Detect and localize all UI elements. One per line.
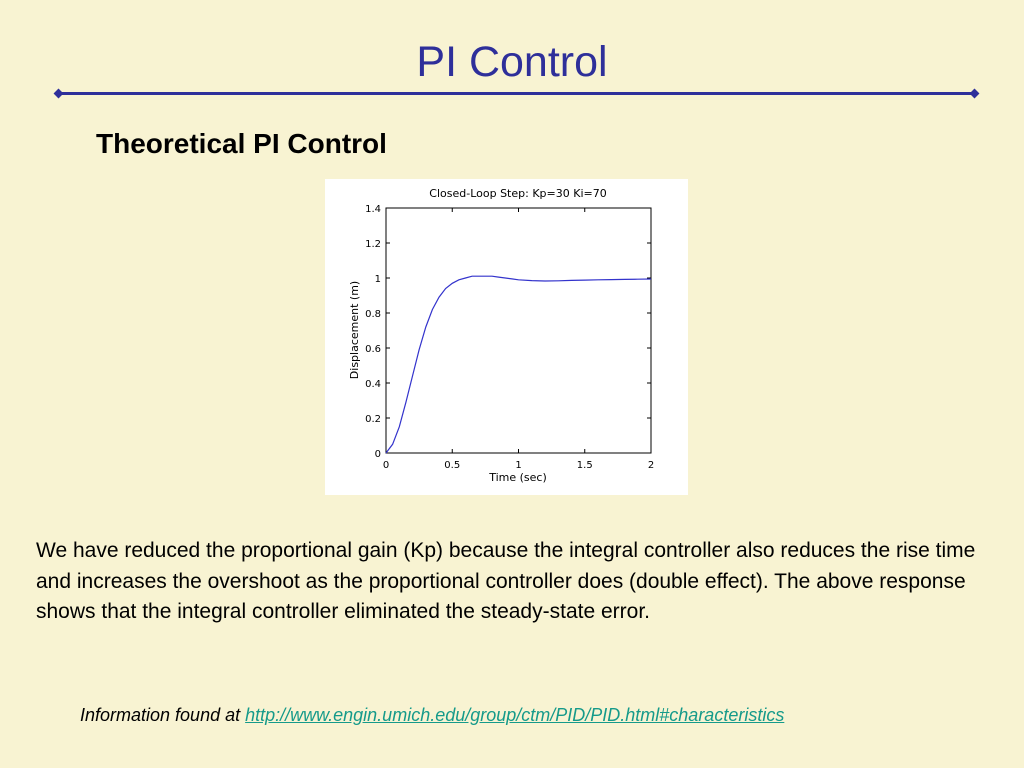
y-tick-label: 0.8 — [365, 309, 381, 320]
y-axis-label: Displacement (m) — [348, 281, 361, 379]
divider-right-diamond — [969, 88, 980, 99]
x-tick-label: 2 — [648, 460, 654, 471]
step-response-chart: Closed-Loop Step: Kp=30 Ki=70 0 0.5 1 1.5 2 0… — [348, 187, 654, 484]
divider-left-diamond — [53, 88, 64, 99]
slide-title: PI Control — [416, 38, 608, 86]
source-note: Information found at http://www.engin.um… — [80, 705, 784, 726]
x-tick-label: 0 — [383, 460, 389, 471]
source-prefix: Information found at — [80, 705, 246, 725]
x-tick-label: 1 — [515, 460, 521, 471]
body-paragraph: We have reduced the proportional gain (K… — [36, 539, 976, 623]
y-tick-label: 0.4 — [365, 379, 381, 390]
source-link[interactable]: http://www.engin.umich.edu/group/ctm/PID… — [245, 705, 785, 725]
series-line — [385, 275, 652, 454]
section-heading: Theoretical PI Control — [96, 128, 387, 159]
y-tick-label: 1 — [375, 274, 381, 285]
y-tick-label: 0.2 — [365, 414, 381, 425]
y-tick-label: 0 — [375, 449, 381, 460]
plot-area — [385, 207, 652, 454]
x-tick-label: 0.5 — [444, 460, 460, 471]
step-response-figure: Closed-Loop Step: Kp=30 Ki=70 0 0.5 1 1.5 2 0… — [325, 179, 688, 495]
y-tick-label: 1.4 — [365, 204, 381, 215]
title-divider — [58, 92, 976, 95]
x-tick-label: 1.5 — [577, 460, 593, 471]
y-tick-label: 0.6 — [365, 344, 381, 355]
y-tick-label: 1.2 — [365, 239, 381, 250]
chart-title: Closed-Loop Step: Kp=30 Ki=70 — [429, 187, 606, 200]
x-axis-label: Time (sec) — [488, 471, 547, 484]
